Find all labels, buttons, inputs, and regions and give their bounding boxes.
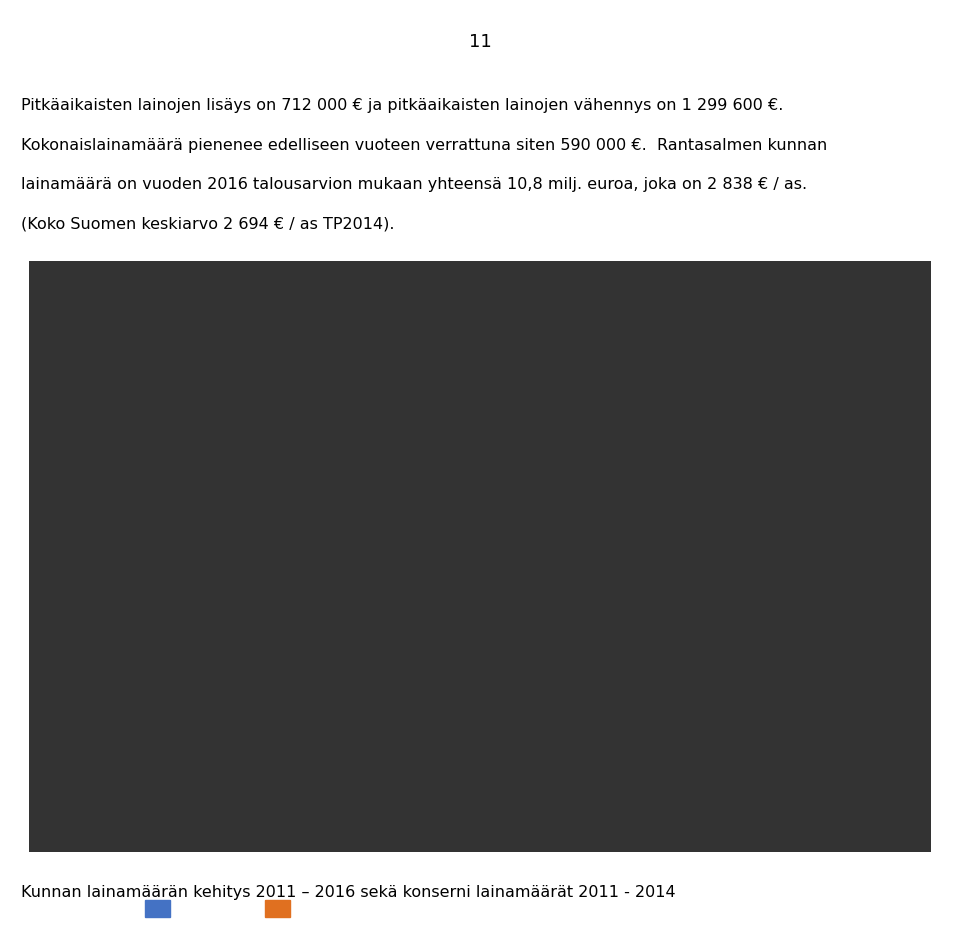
Bar [115,543,158,786]
Text: 2220: 2220 [275,435,312,450]
Bar [272,454,315,786]
Text: 1 761: 1 761 [343,504,385,519]
Bar [158,460,202,786]
Text: Kokonaislainamäärä pienenee edelliseen vuoteen verrattuna siten 590 000 €.  Rant: Kokonaislainamäärä pienenee edelliseen v… [21,138,828,153]
Text: 11: 11 [468,33,492,51]
Bar [499,329,542,786]
Bar [228,530,272,786]
Text: 1 713: 1 713 [229,511,272,526]
Text: 2 992: 2 992 [684,319,726,334]
Bar [456,404,499,786]
Text: 2304: 2304 [389,422,425,437]
Legend: Kunta, Konserni (kunta + osuus konserni yhteisöistä): Kunta, Konserni (kunta + osuus konserni … [139,893,690,925]
Text: lainamäärä on vuoden 2016 talousarvion mukaan yhteensä 10,8 milj. euroa, joka on: lainamäärä on vuoden 2016 talousarvion m… [21,177,807,192]
Bar [684,338,727,786]
Text: 1626: 1626 [118,524,156,539]
Text: 2179: 2179 [161,441,199,456]
Text: Pitkäaikaisten lainojen lisäys on 712 000 € ja pitkäaikaisten lainojen vähennys : Pitkäaikaisten lainojen lisäys on 712 00… [21,98,783,113]
Text: (Koko Suomen keskiarvo 2 694 € / as TP2014).: (Koko Suomen keskiarvo 2 694 € / as TP20… [21,216,395,231]
Bar [797,361,840,786]
Bar [612,337,656,786]
Text: 2 838: 2 838 [798,343,839,358]
Text: 2998: 2998 [615,318,653,333]
Bar [569,411,612,786]
Text: 2 505: 2 505 [570,392,612,407]
Text: Kunnan lainamäärän kehitys 2011 – 2016 sekä konserni lainamäärät 2011 - 2014: Kunnan lainamäärän kehitys 2011 – 2016 s… [21,885,676,899]
Title: LAINAMÄÄRÄ EUROA / ASUKAS: LAINAMÄÄRÄ EUROA / ASUKAS [235,212,763,243]
Text: 3055: 3055 [502,310,540,325]
Text: 2 549: 2 549 [457,386,498,401]
Bar [343,522,386,786]
Bar [386,441,429,786]
